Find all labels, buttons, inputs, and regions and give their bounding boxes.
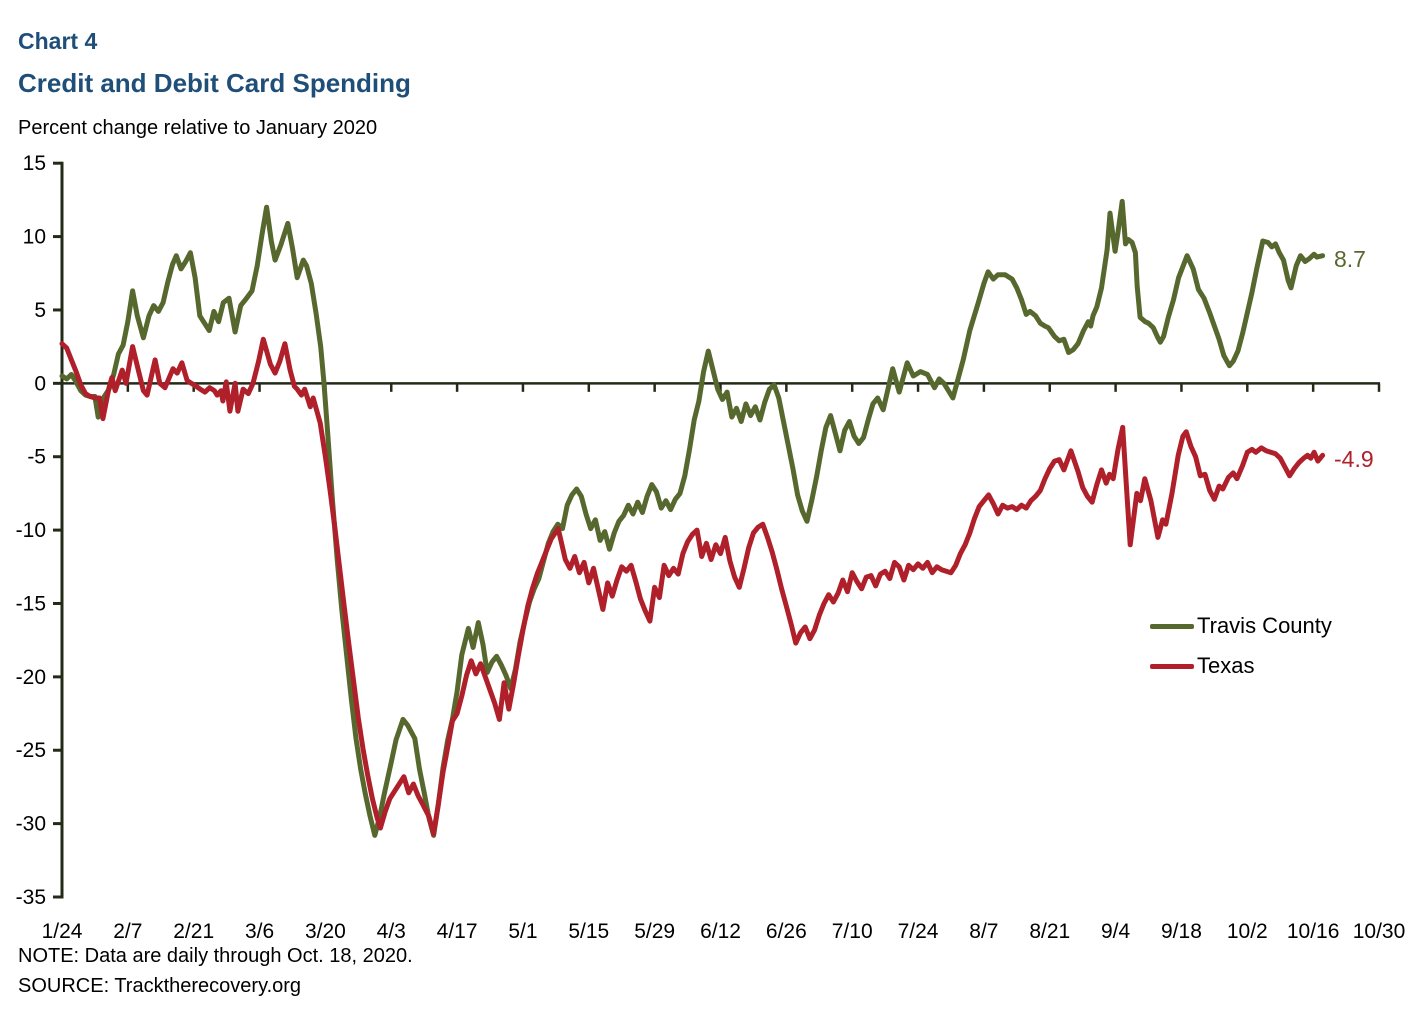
travis-county-line-swatch [1150, 623, 1194, 629]
series-line-texas [59, 336, 1326, 837]
x-axis-tick-label: 10/2 [1227, 920, 1268, 943]
x-axis-tick-label: 10/16 [1287, 920, 1340, 943]
y-axis-tick-label: -20 [16, 666, 46, 689]
x-axis-tick-label: 3/6 [245, 920, 274, 943]
x-axis-tick-label: 4/17 [437, 920, 478, 943]
texas-line-swatch [1150, 663, 1194, 669]
y-axis-tick-label: 5 [34, 299, 46, 322]
x-axis-tick-label: 2/21 [173, 920, 214, 943]
page-title: Credit and Debit Card Spending [18, 68, 411, 98]
y-axis-tick-label: -15 [16, 592, 46, 615]
x-axis-tick-label: 1/24 [42, 920, 83, 943]
x-axis-tick-label: 8/7 [969, 920, 998, 943]
x-axis-tick-label: 8/21 [1029, 920, 1070, 943]
series-line-travis-county [59, 198, 1326, 838]
legend-item-texas: Texas [1150, 652, 1332, 680]
x-axis-tick-label: 2/7 [113, 920, 142, 943]
x-axis-tick-label: 3/20 [305, 920, 346, 943]
x-axis-tick-label: 4/3 [377, 920, 406, 943]
y-axis-tick-label: 10 [23, 226, 46, 249]
x-axis-tick-label: 5/15 [568, 920, 609, 943]
y-axis-tick-label: -35 [16, 886, 46, 909]
y-axis-tick-label: -30 [16, 813, 46, 836]
y-axis-tick-label: -5 [27, 446, 46, 469]
x-axis-tick-label: 7/10 [832, 920, 873, 943]
texas-end-value-label: -4.9 [1334, 446, 1374, 472]
y-axis-tick-label: -25 [16, 739, 46, 762]
x-axis-tick-label: 5/1 [508, 920, 537, 943]
x-axis-tick-label: 9/4 [1101, 920, 1131, 943]
legend: Travis County Texas [1150, 612, 1332, 692]
x-axis-tick-label: 6/26 [766, 920, 807, 943]
y-axis-tick-label: 15 [23, 152, 46, 175]
legend-label-texas: Texas [1197, 653, 1255, 678]
x-axis-tick-label: 5/29 [634, 920, 675, 943]
y-axis-tick-label: -10 [16, 519, 46, 542]
x-axis-tick-label: 6/12 [700, 920, 741, 943]
x-axis-tick-label: 7/24 [898, 920, 939, 943]
legend-item-travis-county: Travis County [1150, 612, 1332, 640]
y-axis-unit-label: Percent change relative to January 2020 [18, 117, 378, 139]
legend-label-travis-county: Travis County [1197, 613, 1332, 638]
x-axis-tick-label: 10/30 [1353, 920, 1406, 943]
x-axis-tick-label: 9/18 [1161, 920, 1202, 943]
note-text: NOTE: Data are daily through Oct. 18, 20… [18, 945, 413, 967]
source-text: SOURCE: Tracktherecovery.org [18, 975, 302, 997]
chart-number-label: Chart 4 [18, 28, 98, 54]
y-axis-tick-label: 0 [34, 372, 46, 395]
travis-county-end-value-label: 8.7 [1334, 246, 1366, 272]
